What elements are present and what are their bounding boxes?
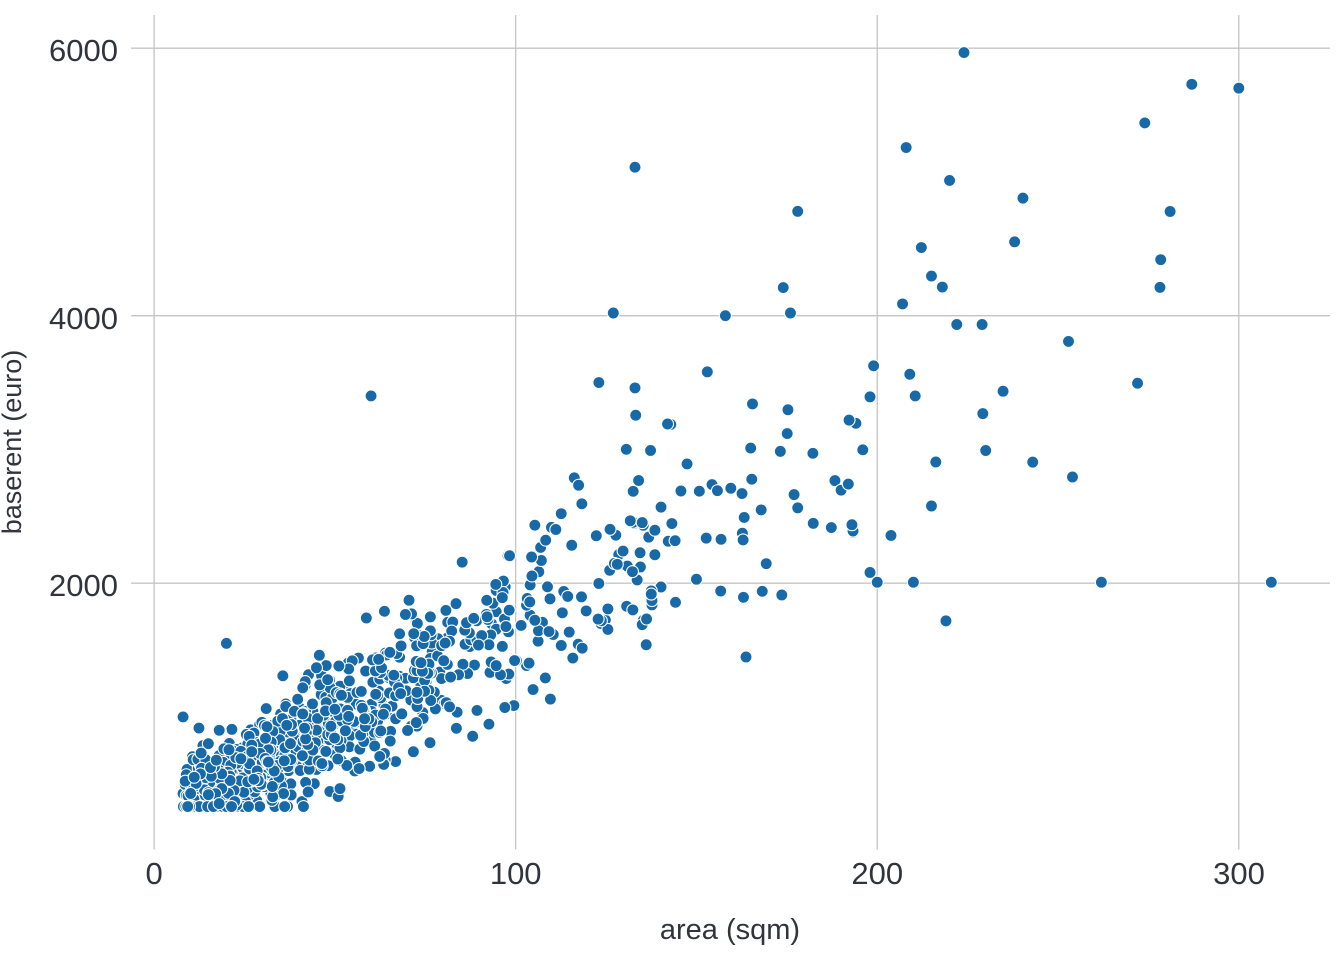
svg-text:baserent (euro): baserent (euro) (0, 350, 27, 535)
svg-text:300: 300 (1213, 856, 1265, 891)
svg-text:4000: 4000 (49, 301, 118, 336)
svg-text:100: 100 (490, 856, 542, 891)
svg-text:200: 200 (851, 856, 903, 891)
svg-text:6000: 6000 (49, 33, 118, 68)
svg-text:2000: 2000 (49, 568, 118, 603)
svg-text:area (sqm): area (sqm) (660, 914, 800, 946)
svg-text:0: 0 (145, 856, 162, 891)
